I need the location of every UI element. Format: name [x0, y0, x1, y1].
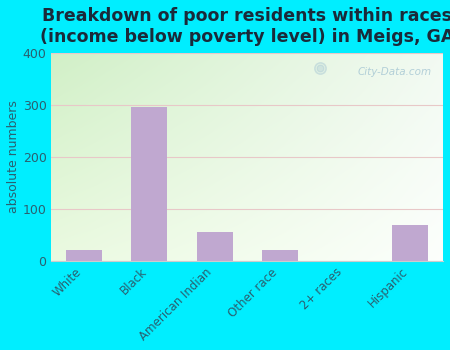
- Bar: [197, 232, 233, 261]
- Title: Breakdown of poor residents within races
(income below poverty level) in Meigs, : Breakdown of poor residents within races…: [40, 7, 450, 46]
- Bar: [392, 225, 428, 261]
- Bar: [262, 250, 298, 261]
- Bar: [131, 107, 167, 261]
- Bar: [66, 250, 102, 261]
- Text: City-Data.com: City-Data.com: [357, 68, 431, 77]
- Y-axis label: absolute numbers: absolute numbers: [7, 100, 20, 213]
